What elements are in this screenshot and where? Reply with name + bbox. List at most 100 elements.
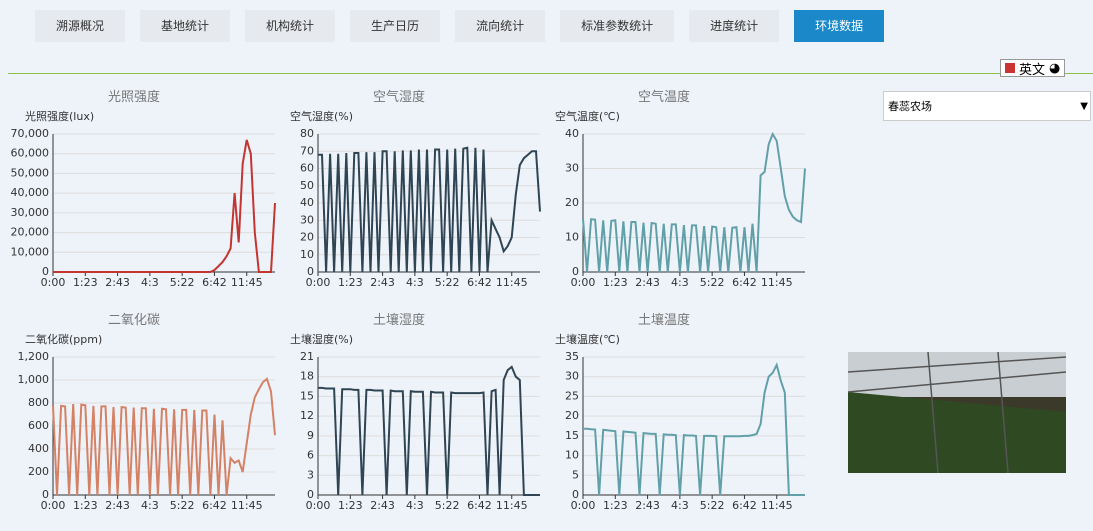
y-tick-label: 0: [42, 488, 49, 501]
y-tick-label: 60: [300, 162, 314, 175]
x-tick-label: 2:43: [370, 276, 395, 289]
x-tick-label: 4:3: [141, 499, 159, 512]
y-tick-label: 600: [28, 419, 49, 432]
x-tick-label: 4:3: [671, 276, 689, 289]
x-tick-label: 2:43: [105, 499, 130, 512]
tab[interactable]: 机构统计: [245, 10, 336, 42]
data-line: [582, 131, 806, 273]
y-tick-label: 0: [307, 488, 314, 501]
y-tick-label: 10: [565, 231, 579, 244]
y-tick-label: 1,000: [18, 373, 50, 386]
x-tick-label: 6:42: [467, 499, 492, 512]
y-tick-label: 30: [565, 370, 579, 383]
farm-select-value: 春蕊农场: [888, 100, 932, 113]
x-tick-label: 5:22: [170, 499, 195, 512]
data-line: [318, 365, 540, 496]
x-tick-label: 1:23: [603, 276, 628, 289]
y-tick-label: 20: [565, 196, 579, 209]
greenhouse-photo: [848, 352, 1066, 473]
x-tick-label: 6:42: [732, 276, 757, 289]
y-tick-label: 10,000: [11, 245, 50, 258]
y-tick-label: 400: [28, 442, 49, 455]
chart-title: 光照强度: [108, 89, 160, 104]
y-axis-label: 光照强度(lux): [25, 109, 94, 123]
y-tick-label: 200: [28, 465, 49, 478]
x-tick-label: 2:43: [105, 276, 130, 289]
y-tick-label: 30: [565, 162, 579, 175]
x-tick-label: 4:3: [141, 276, 159, 289]
tab[interactable]: 生产日历: [350, 10, 441, 42]
y-tick-label: 12: [300, 409, 314, 422]
x-tick-label: 4:3: [406, 499, 424, 512]
y-tick-label: 800: [28, 396, 49, 409]
chart-title: 土壤湿度: [373, 312, 425, 327]
y-tick-label: 20: [300, 231, 314, 244]
x-tick-label: 0:00: [41, 276, 66, 289]
x-tick-label: 4:3: [406, 276, 424, 289]
x-tick-label: 6:42: [202, 499, 227, 512]
y-tick-label: 30,000: [11, 206, 50, 219]
y-tick-label: 60,000: [11, 147, 50, 160]
x-tick-label: 5:22: [170, 276, 195, 289]
data-line: [52, 377, 276, 496]
x-tick-label: 0:00: [306, 276, 331, 289]
chart-title: 土壤温度: [638, 312, 690, 327]
tab[interactable]: 溯源概况: [35, 10, 126, 42]
y-tick-label: 6: [307, 449, 314, 462]
x-tick-label: 6:42: [732, 499, 757, 512]
y-tick-label: 50: [300, 179, 314, 192]
x-tick-label: 0:00: [571, 276, 596, 289]
y-axis-label: 土壤温度(℃): [555, 332, 620, 346]
chart-title: 二氧化碳: [108, 312, 160, 327]
farm-select[interactable]: 春蕊农场 ▼: [883, 91, 1091, 121]
y-tick-label: 10: [565, 449, 579, 462]
tab[interactable]: 环境数据: [794, 10, 885, 42]
y-tick-label: 40: [300, 196, 314, 209]
data-line: [318, 146, 541, 273]
y-tick-label: 40: [565, 127, 579, 140]
y-tick-label: 15: [565, 429, 579, 442]
x-tick-label: 11:45: [761, 276, 793, 289]
x-tick-label: 5:22: [700, 499, 725, 512]
x-tick-label: 1:23: [338, 499, 363, 512]
x-tick-label: 1:23: [73, 499, 98, 512]
x-tick-label: 6:42: [467, 276, 492, 289]
y-tick-label: 10: [300, 248, 314, 261]
y-tick-label: 70: [300, 144, 314, 157]
y-tick-label: 35: [565, 350, 579, 363]
x-tick-label: 2:43: [370, 499, 395, 512]
x-tick-label: 1:23: [603, 499, 628, 512]
tab[interactable]: 流向统计: [455, 10, 546, 42]
x-tick-label: 11:45: [761, 499, 793, 512]
x-tick-label: 11:45: [496, 499, 528, 512]
x-tick-label: 5:22: [700, 276, 725, 289]
y-tick-label: 0: [572, 265, 579, 278]
tab[interactable]: 标准参数统计: [560, 10, 675, 42]
tab[interactable]: 基地统计: [140, 10, 231, 42]
dropdown-arrow: ▼: [1080, 101, 1088, 112]
flag-icon: [1005, 63, 1015, 73]
y-tick-label: 18: [300, 370, 314, 383]
y-tick-label: 3: [307, 468, 314, 481]
x-tick-label: 1:23: [338, 276, 363, 289]
x-tick-label: 0:00: [571, 499, 596, 512]
x-tick-label: 11:45: [231, 499, 263, 512]
tab[interactable]: 进度统计: [689, 10, 780, 42]
lang-icon: ◕: [1049, 60, 1061, 76]
y-tick-label: 50,000: [11, 166, 50, 179]
y-tick-label: 20: [565, 409, 579, 422]
y-tick-label: 1,200: [18, 350, 50, 363]
x-tick-label: 2:43: [635, 276, 660, 289]
tab-bar: 溯源概况 基地统计 机构统计 生产日历 流向统计 标准参数统计 进度统计 环境数据: [35, 10, 885, 42]
y-tick-label: 30: [300, 213, 314, 226]
x-tick-label: 11:45: [496, 276, 528, 289]
y-tick-label: 0: [572, 488, 579, 501]
x-tick-label: 11:45: [231, 276, 263, 289]
y-tick-label: 0: [42, 265, 49, 278]
x-tick-label: 1:23: [73, 276, 98, 289]
language-switch[interactable]: 英文 ◕: [1000, 59, 1066, 78]
y-axis-label: 土壤湿度(%): [290, 332, 353, 346]
x-tick-label: 0:00: [41, 499, 66, 512]
